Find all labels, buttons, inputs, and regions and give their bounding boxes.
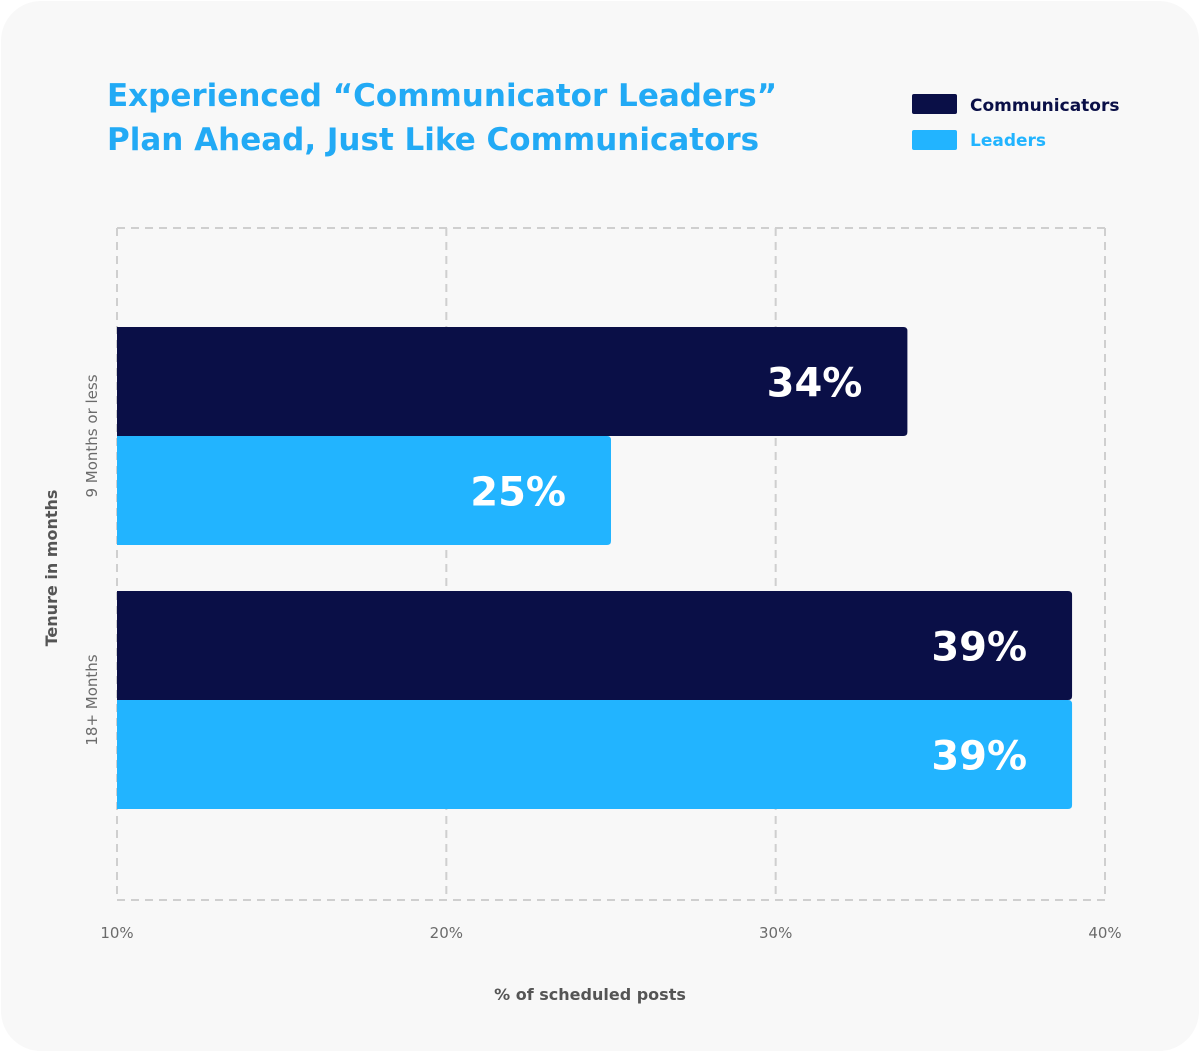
- y-category-label: 18+ Months: [83, 654, 101, 745]
- bar-value-label: 39%: [931, 734, 1027, 780]
- bar-communicators: [117, 591, 1073, 700]
- x-tick-label: 20%: [430, 924, 463, 942]
- x-tick-label: 10%: [100, 924, 133, 942]
- chart-title-line-1: Experienced “Communicator Leaders”: [107, 78, 777, 114]
- bar-value-label: 34%: [767, 361, 863, 407]
- bar-value-label: 25%: [470, 470, 566, 516]
- legend-swatch-communicators: [912, 94, 957, 114]
- bar-leaders: [117, 700, 1073, 809]
- y-axis-label: Tenure in months: [42, 490, 61, 647]
- bar-value-label: 39%: [931, 625, 1027, 671]
- legend-label-communicators: Communicators: [970, 96, 1119, 116]
- bar-leaders: [117, 436, 611, 545]
- bar-communicators: [117, 327, 908, 436]
- x-ticks: 10% 20% 30% 40%: [100, 924, 1121, 942]
- bars: 34% 25% 39% 39%: [117, 327, 1073, 809]
- x-tick-label: 30%: [759, 924, 792, 942]
- x-tick-label: 40%: [1088, 924, 1121, 942]
- y-category-label: 9 Months or less: [83, 374, 101, 497]
- chart-title-line-2: Plan Ahead, Just Like Communicators: [107, 122, 759, 158]
- legend-swatch-leaders: [912, 130, 957, 150]
- y-categories: 9 Months or less 18+ Months: [83, 374, 101, 745]
- legend: Communicators Leaders: [912, 94, 1119, 151]
- legend-label-leaders: Leaders: [970, 131, 1046, 151]
- x-axis-label: % of scheduled posts: [494, 985, 686, 1004]
